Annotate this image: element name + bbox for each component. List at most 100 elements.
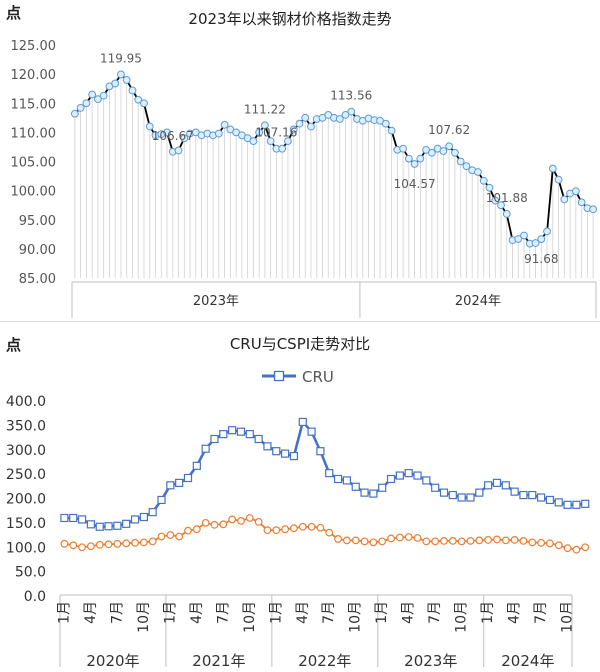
cspi-point — [316, 523, 325, 532]
cru-point — [333, 474, 343, 484]
cru-point — [69, 513, 78, 523]
cspi-point — [210, 520, 219, 529]
cspi-point — [86, 542, 95, 551]
y-axis-unit-label: 点 — [6, 336, 21, 354]
data-label: 107.62 — [428, 123, 470, 137]
price-index-series — [70, 70, 598, 248]
cspi-point — [228, 515, 237, 524]
x-month-label: 1月 — [374, 601, 390, 624]
price-index-point — [410, 160, 419, 168]
y-axis-ticks: 85.00 90.00 95.00 100.00 105.00 110.00 115.00 1… — [11, 39, 57, 287]
price-index-point — [341, 111, 350, 119]
chart-divider — [0, 321, 600, 322]
cru-point — [581, 499, 590, 508]
y-tick-label: 0.0 — [24, 589, 46, 605]
cru-point — [298, 417, 307, 427]
cspi-point — [581, 543, 590, 552]
cspi-point — [245, 514, 254, 522]
cspi-point — [290, 524, 298, 533]
data-label: 106.67 — [152, 129, 194, 143]
cspi-point — [493, 535, 501, 544]
x-month-label: 7月 — [321, 601, 337, 624]
price-index-point — [220, 120, 229, 129]
x-month-label: 1月 — [480, 601, 496, 624]
y-tick-label: 90.00 — [19, 243, 56, 258]
cru-point — [122, 519, 131, 528]
price-index-point — [284, 137, 292, 146]
cspi-point — [122, 539, 131, 548]
x-month-label: 7月 — [533, 601, 549, 624]
cspi-point — [501, 536, 510, 545]
price-index-point — [381, 119, 390, 128]
price-index-point — [249, 137, 258, 146]
cru-point — [307, 427, 316, 436]
x-month-label: 4月 — [83, 601, 99, 624]
legend: CRU — [262, 368, 334, 386]
x-month-label: 1月 — [162, 601, 178, 624]
x-year-label: 2024年 — [455, 294, 501, 309]
cru-point — [254, 434, 263, 444]
y-axis-ticks: 0.0 50.0 100.0 150.0 200.0 250.0 300.0 350.0 400… — [6, 394, 46, 605]
cru-point — [448, 490, 457, 500]
price-index-point — [387, 126, 396, 135]
price-index-point — [589, 205, 598, 214]
cspi-point — [519, 536, 528, 545]
cru-point — [510, 487, 519, 496]
y-tick-label: 120.00 — [11, 68, 57, 83]
steel-price-index-chart: 2023年以来钢材价格指数走势 点 85.00 90.00 95.00 100.00 1… — [0, 0, 600, 322]
cspi-point — [351, 536, 360, 545]
cru-point — [113, 521, 122, 530]
cspi-point — [263, 526, 272, 535]
price-index-point — [531, 239, 540, 247]
price-index-point — [128, 86, 137, 95]
cspi-point — [254, 517, 263, 526]
cspi-point — [78, 543, 86, 552]
price-index-point — [427, 148, 436, 157]
cspi-point — [95, 540, 104, 549]
cru-point — [378, 483, 387, 492]
y-tick-label: 110.00 — [11, 126, 57, 141]
cspi-point — [360, 537, 369, 546]
cru-point — [369, 489, 378, 498]
data-annotations: 119.95 106.67 111.22 107.16 113.56 104.57 107.… — [100, 51, 559, 266]
price-index-point — [214, 129, 223, 138]
y-tick-label: 85.00 — [19, 272, 56, 287]
cru-point — [572, 500, 581, 509]
price-index-point — [571, 187, 580, 196]
cru-point — [484, 481, 493, 490]
price-index-point — [554, 175, 563, 184]
x-month-label: 10月 — [242, 601, 258, 633]
y-tick-label: 50.0 — [15, 565, 46, 581]
cru-point — [342, 476, 351, 485]
price-index-point — [145, 122, 154, 131]
price-index-point — [543, 227, 551, 236]
price-index-point — [520, 231, 528, 240]
price-index-point — [335, 115, 344, 123]
data-label: 91.68 — [524, 252, 558, 266]
cru-point — [228, 426, 237, 435]
price-index-point — [88, 90, 97, 99]
cspi-point — [422, 537, 431, 546]
price-index-point — [514, 235, 523, 243]
data-label: 113.56 — [330, 89, 372, 103]
x-axis-year-groups: 2023年 2024年 — [71, 281, 597, 318]
price-index-point — [404, 154, 413, 163]
data-label: 101.88 — [486, 191, 528, 205]
cspi-point — [237, 516, 245, 525]
cspi-point — [298, 522, 307, 531]
x-year-label: 2024年 — [501, 652, 554, 670]
price-index-point — [560, 195, 569, 204]
cru-point — [289, 451, 299, 461]
price-index-point — [255, 128, 264, 137]
cspi-point — [201, 518, 210, 527]
price-index-point — [474, 168, 482, 176]
price-index-point — [289, 125, 298, 134]
cru-point — [139, 512, 148, 522]
cspi-point — [139, 538, 148, 547]
cru-point — [104, 522, 113, 531]
cspi-point — [342, 536, 351, 545]
x-month-label: 10月 — [348, 601, 364, 633]
cspi-point — [413, 534, 422, 542]
cru-point — [545, 495, 555, 505]
cru-point — [554, 498, 563, 507]
